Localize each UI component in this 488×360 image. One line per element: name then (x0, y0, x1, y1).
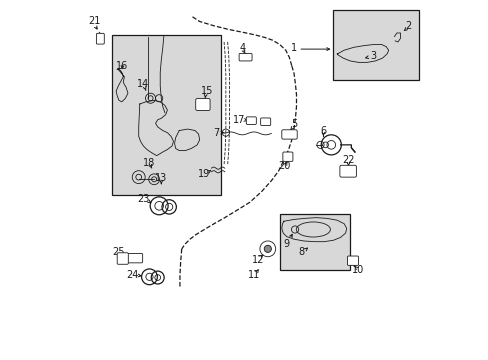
Text: 5: 5 (290, 120, 297, 129)
Text: 9: 9 (283, 239, 289, 249)
Text: 21: 21 (88, 17, 101, 27)
Circle shape (264, 245, 271, 252)
Text: 2: 2 (405, 21, 411, 31)
Text: 22: 22 (342, 155, 354, 165)
FancyBboxPatch shape (282, 152, 292, 161)
Text: 18: 18 (143, 158, 155, 168)
Text: 23: 23 (137, 194, 149, 204)
Text: 6: 6 (320, 126, 326, 135)
Bar (333, 10, 418, 80)
FancyBboxPatch shape (260, 118, 270, 126)
Text: 7: 7 (213, 128, 219, 138)
Text: 11: 11 (248, 270, 260, 280)
FancyBboxPatch shape (346, 256, 358, 265)
Text: 15: 15 (200, 86, 213, 96)
FancyBboxPatch shape (126, 253, 142, 263)
FancyBboxPatch shape (339, 165, 356, 177)
Text: 12: 12 (251, 255, 264, 265)
FancyBboxPatch shape (246, 117, 256, 125)
Text: 25: 25 (112, 247, 124, 257)
Text: 13: 13 (155, 173, 167, 183)
Text: 17: 17 (232, 115, 245, 125)
Text: 4: 4 (239, 43, 245, 53)
Text: 16: 16 (116, 61, 128, 71)
FancyBboxPatch shape (239, 53, 251, 61)
FancyBboxPatch shape (281, 130, 297, 139)
FancyBboxPatch shape (195, 99, 210, 111)
Text: 1: 1 (290, 43, 296, 53)
Text: 19: 19 (198, 168, 210, 179)
FancyBboxPatch shape (117, 253, 128, 264)
FancyBboxPatch shape (96, 33, 104, 44)
Text: 14: 14 (137, 79, 149, 89)
Bar (112, 36, 221, 195)
Text: 20: 20 (277, 161, 289, 171)
Text: 24: 24 (126, 270, 139, 280)
Bar (279, 214, 349, 270)
Text: 10: 10 (352, 265, 364, 275)
Text: 3: 3 (369, 51, 375, 61)
Text: 8: 8 (298, 247, 305, 257)
